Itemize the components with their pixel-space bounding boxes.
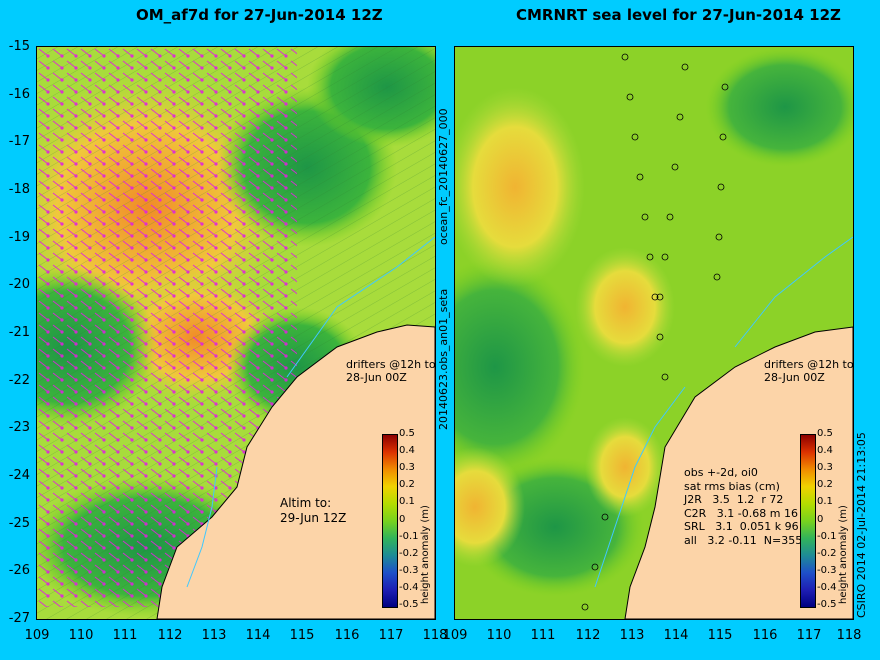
x-tick: 118: [422, 628, 448, 643]
y-tick: -23: [8, 420, 30, 435]
x-tick: 118: [836, 628, 862, 643]
left-map-canvas: [37, 47, 435, 619]
x-tick: 110: [486, 628, 512, 643]
copyright-label: CSIRO 2014 02-Jul-2014 21:13:05: [855, 432, 868, 618]
colorbar-tick: 0.3: [399, 462, 415, 473]
colorbar-tick: -0.3: [817, 565, 837, 576]
colorbar-tick: -0.5: [399, 599, 419, 610]
right-map-canvas: [455, 47, 853, 619]
x-tick: 114: [245, 628, 271, 643]
colorbar-tick: 0.5: [399, 428, 415, 439]
colorbar-tick: 0: [399, 514, 406, 525]
right-drifters-note: drifters @12h to 28-Jun 00Z: [764, 358, 854, 384]
x-tick: 117: [796, 628, 822, 643]
right-colorbar: [800, 434, 816, 608]
colorbar-tick: 0.4: [399, 445, 415, 456]
colorbar-tick: 0: [817, 514, 824, 525]
y-tick: -20: [8, 277, 30, 292]
right-colorbar-label: height anomaly (m): [838, 505, 849, 604]
colorbar-tick: 0.4: [817, 445, 833, 456]
right-stats-note: obs +-2d, oi0 sat rms bias (cm) J2R 3.5 …: [684, 466, 803, 547]
colorbar-tick: -0.1: [817, 531, 837, 542]
colorbar-tick: 0.1: [817, 496, 833, 507]
x-tick: 115: [289, 628, 315, 643]
y-tick: -18: [8, 182, 30, 197]
left-drifters-note: drifters @12h to 28-Jun 00Z: [346, 358, 436, 384]
colorbar-tick: -0.2: [817, 548, 837, 559]
x-tick: 116: [752, 628, 778, 643]
y-tick: -15: [8, 39, 30, 54]
left-map-title: OM_af7d for 27-Jun-2014 12Z: [136, 6, 383, 24]
x-tick: 113: [619, 628, 645, 643]
forecast-file-label: ocean_fc_20140627_000: [437, 108, 450, 245]
left-colorbar-label: height anomaly (m): [420, 505, 431, 604]
colorbar-tick: -0.4: [817, 582, 837, 593]
x-tick: 114: [663, 628, 689, 643]
y-tick: -25: [8, 516, 30, 531]
y-tick: -17: [8, 134, 30, 149]
x-tick: 111: [112, 628, 138, 643]
x-tick: 117: [378, 628, 404, 643]
colorbar-tick: 0.2: [399, 479, 415, 490]
x-tick: 112: [157, 628, 183, 643]
colorbar-tick: -0.5: [817, 599, 837, 610]
x-tick: 109: [442, 628, 468, 643]
colorbar-tick: 0.2: [817, 479, 833, 490]
colorbar-tick: 0.3: [817, 462, 833, 473]
x-tick: 116: [334, 628, 360, 643]
colorbar-tick: -0.2: [399, 548, 419, 559]
x-tick: 115: [707, 628, 733, 643]
y-tick: -27: [8, 611, 30, 626]
y-tick: -21: [8, 325, 30, 340]
y-tick: -19: [8, 230, 30, 245]
right-map-panel: [454, 46, 854, 620]
left-altim-note: Altim to: 29-Jun 12Z: [280, 496, 347, 525]
x-tick: 113: [201, 628, 227, 643]
right-map-title: CMRNRT sea level for 27-Jun-2014 12Z: [516, 6, 841, 24]
y-tick: -16: [8, 87, 30, 102]
x-tick: 111: [530, 628, 556, 643]
x-tick: 109: [24, 628, 50, 643]
x-tick: 110: [68, 628, 94, 643]
colorbar-tick: 0.1: [399, 496, 415, 507]
left-colorbar: [382, 434, 398, 608]
y-tick: -24: [8, 468, 30, 483]
left-map-panel: [36, 46, 436, 620]
obs-file-label: 20140623.obs_an01_seta: [437, 288, 450, 430]
x-tick: 112: [575, 628, 601, 643]
colorbar-tick: -0.3: [399, 565, 419, 576]
colorbar-tick: -0.4: [399, 582, 419, 593]
colorbar-tick: 0.5: [817, 428, 833, 439]
y-tick: -22: [8, 373, 30, 388]
colorbar-tick: -0.1: [399, 531, 419, 542]
y-tick: -26: [8, 563, 30, 578]
